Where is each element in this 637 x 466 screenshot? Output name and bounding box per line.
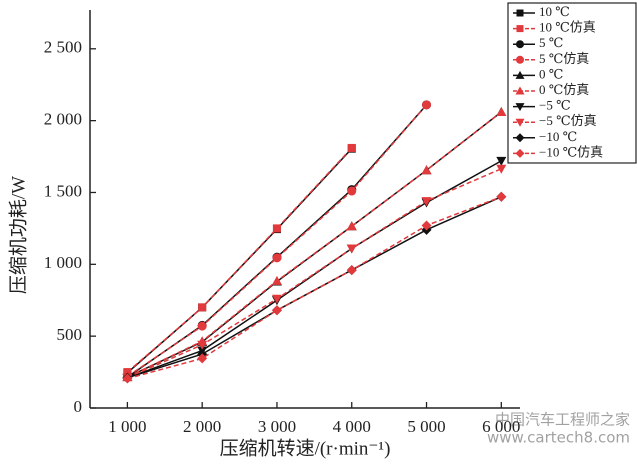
marker — [197, 340, 208, 350]
legend-box — [507, 2, 637, 164]
watermark: 中国汽车工程师之家 — [495, 411, 630, 429]
marker — [421, 165, 432, 175]
legend-marker — [515, 118, 525, 127]
x-tick-label: 3 000 — [258, 417, 296, 436]
legend-marker — [516, 25, 524, 33]
marker — [197, 353, 208, 364]
series-line — [126, 148, 353, 374]
series-line — [127, 111, 502, 378]
marker — [346, 244, 357, 254]
series-line — [126, 104, 428, 378]
x-tick-label: 2 000 — [183, 417, 221, 436]
y-tick-label: 500 — [57, 325, 83, 344]
series-line — [127, 168, 502, 379]
legend-marker — [515, 103, 525, 112]
marker — [197, 321, 207, 331]
marker — [496, 156, 507, 166]
legend-label: 5 ℃ — [539, 35, 563, 50]
legend-marker — [516, 40, 524, 49]
marker — [272, 253, 282, 263]
marker — [346, 265, 357, 276]
series-line — [127, 196, 502, 380]
legend-marker — [515, 133, 525, 143]
legend-marker — [515, 86, 525, 95]
marker — [496, 191, 507, 202]
marker — [272, 224, 281, 233]
marker — [422, 100, 432, 110]
legend-label: 10 ℃仿真 — [539, 20, 596, 35]
y-axis-title: 压缩机功耗/W — [7, 176, 29, 294]
marker — [347, 186, 357, 196]
marker — [347, 143, 356, 152]
series-line — [126, 104, 428, 378]
marker — [198, 303, 207, 312]
legend-label: −10 ℃ — [539, 129, 577, 144]
legend-label: 10 ℃ — [539, 4, 570, 19]
marker — [271, 294, 282, 304]
x-tick-label: 4 000 — [333, 417, 371, 436]
y-tick-label: 2 500 — [44, 38, 82, 57]
y-tick-label: 1 000 — [44, 253, 82, 272]
marker — [496, 164, 507, 174]
x-tick-label: 5 000 — [407, 417, 445, 436]
x-tick-label: 6 000 — [482, 417, 520, 436]
marker — [271, 275, 282, 285]
marker — [496, 107, 507, 117]
legend-label: −5 ℃仿真 — [539, 113, 597, 128]
legend-marker — [516, 55, 524, 64]
marker — [421, 220, 432, 231]
legend-label: 0 ℃仿真 — [539, 82, 589, 97]
marker — [271, 305, 282, 316]
legend-marker — [515, 148, 525, 158]
series-line — [126, 147, 353, 373]
marker — [346, 221, 357, 231]
legend-label: −10 ℃仿真 — [539, 144, 603, 159]
x-tick-label: 1 000 — [108, 417, 146, 436]
legend-marker — [516, 9, 524, 17]
x-axis-title: 压缩机转速/(r·min⁻¹) — [220, 437, 391, 459]
legend-label: 0 ℃ — [539, 66, 563, 81]
marker — [122, 373, 133, 384]
y-tick-label: 0 — [74, 397, 83, 416]
watermark: www.cartech8.com — [487, 429, 630, 447]
marker — [421, 197, 432, 207]
y-tick-label: 2 000 — [44, 110, 82, 129]
y-tick-label: 1 500 — [44, 181, 82, 200]
legend-marker — [515, 70, 525, 79]
legend-label: 5 ℃仿真 — [539, 51, 589, 66]
series-line — [127, 111, 502, 378]
legend-label: −5 ℃ — [539, 98, 571, 113]
